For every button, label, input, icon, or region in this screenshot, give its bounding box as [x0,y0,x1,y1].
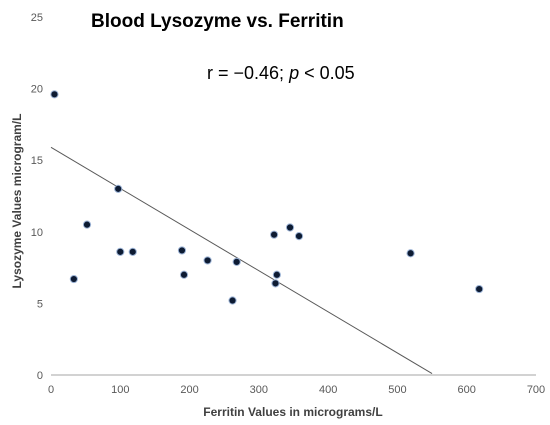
x-tick-label: 500 [388,384,406,396]
data-point [232,257,241,266]
data-point [116,247,125,256]
data-points [50,90,484,305]
x-tick-label: 400 [319,384,337,396]
y-tick-label: 0 [37,370,43,382]
x-tick-label: 300 [250,384,268,396]
x-tick-label: 100 [111,384,129,396]
data-point [294,231,304,241]
data-point [475,284,484,294]
correlation-annotation-prefix: r = −0.46; [207,63,289,83]
data-point [228,296,237,305]
y-tick-label: 20 [31,84,43,96]
x-axis-title: Ferritin Values in micrograms/L [203,405,382,419]
data-point [50,90,59,99]
data-point [69,274,78,284]
x-tick-label: 600 [458,384,476,396]
data-point [114,184,123,193]
x-tick-label: 700 [527,384,545,396]
correlation-annotation-suffix: < 0.05 [299,63,355,83]
data-point [285,223,295,232]
chart-title: Blood Lysozyme vs. Ferritin [91,11,344,32]
data-point [179,270,189,279]
trendline [50,146,433,374]
correlation-annotation-p: p [288,63,299,83]
data-point [270,230,279,239]
data-point [82,220,92,229]
x-tick-label: 0 [48,384,54,396]
y-tick-label: 25 [31,12,43,24]
data-point [272,270,281,279]
y-tick-label: 15 [31,155,43,167]
correlation-annotation: r = −0.46; p < 0.05 [207,63,355,83]
x-tick-label: 200 [180,384,198,396]
x-axis-ticks: 0 100 200 300 400 500 600 700 [48,384,545,396]
y-axis-title: Lysozyme Values microgram/L [10,114,24,289]
data-point [203,256,212,265]
y-axis-ticks: 0 5 10 15 20 25 [31,12,43,382]
data-point [128,247,137,256]
y-tick-label: 10 [31,227,43,239]
data-point [271,279,280,288]
data-point [177,246,187,255]
data-point [406,249,415,258]
y-tick-label: 5 [37,298,43,310]
